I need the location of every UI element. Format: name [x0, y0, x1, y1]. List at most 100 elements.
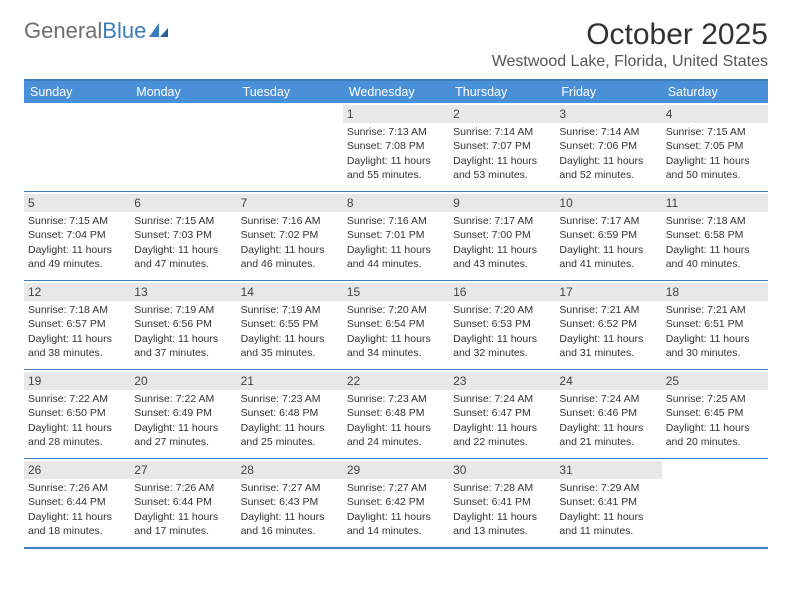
- day-number: 23: [449, 372, 555, 390]
- sunset-line: Sunset: 6:52 PM: [559, 317, 657, 331]
- weekday-saturday: Saturday: [662, 81, 768, 103]
- sunset-line: Sunset: 6:51 PM: [666, 317, 764, 331]
- sunset-line: Sunset: 7:04 PM: [28, 228, 126, 242]
- daylight-line: Daylight: 11 hours and 50 minutes.: [666, 154, 764, 182]
- daylight-line: Daylight: 11 hours and 16 minutes.: [241, 510, 339, 538]
- sunset-line: Sunset: 6:47 PM: [453, 406, 551, 420]
- day-cell: 12Sunrise: 7:18 AMSunset: 6:57 PMDayligh…: [24, 281, 130, 369]
- sunrise-line: Sunrise: 7:23 AM: [241, 392, 339, 406]
- sunset-line: Sunset: 7:02 PM: [241, 228, 339, 242]
- day-number: 1: [343, 105, 449, 123]
- sunset-line: Sunset: 6:58 PM: [666, 228, 764, 242]
- day-cell: 10Sunrise: 7:17 AMSunset: 6:59 PMDayligh…: [555, 192, 661, 280]
- daylight-line: Daylight: 11 hours and 31 minutes.: [559, 332, 657, 360]
- day-cell: 1Sunrise: 7:13 AMSunset: 7:08 PMDaylight…: [343, 103, 449, 191]
- sunset-line: Sunset: 6:41 PM: [559, 495, 657, 509]
- day-number-empty: [662, 461, 768, 479]
- sunset-line: Sunset: 6:48 PM: [241, 406, 339, 420]
- day-cell: 30Sunrise: 7:28 AMSunset: 6:41 PMDayligh…: [449, 459, 555, 547]
- sunrise-line: Sunrise: 7:26 AM: [134, 481, 232, 495]
- sunrise-line: Sunrise: 7:19 AM: [241, 303, 339, 317]
- daylight-line: Daylight: 11 hours and 13 minutes.: [453, 510, 551, 538]
- sunset-line: Sunset: 6:57 PM: [28, 317, 126, 331]
- logo-text-general: General: [24, 18, 102, 44]
- sunset-line: Sunset: 6:59 PM: [559, 228, 657, 242]
- sunrise-line: Sunrise: 7:18 AM: [666, 214, 764, 228]
- logo-text-blue: Blue: [102, 18, 146, 44]
- sunrise-line: Sunrise: 7:21 AM: [666, 303, 764, 317]
- day-number-empty: [24, 105, 130, 123]
- sunset-line: Sunset: 6:55 PM: [241, 317, 339, 331]
- day-cell: [24, 103, 130, 191]
- sunset-line: Sunset: 7:01 PM: [347, 228, 445, 242]
- sunrise-line: Sunrise: 7:23 AM: [347, 392, 445, 406]
- daylight-line: Daylight: 11 hours and 35 minutes.: [241, 332, 339, 360]
- sunrise-line: Sunrise: 7:17 AM: [559, 214, 657, 228]
- day-cell: 4Sunrise: 7:15 AMSunset: 7:05 PMDaylight…: [662, 103, 768, 191]
- sunrise-line: Sunrise: 7:14 AM: [453, 125, 551, 139]
- sunset-line: Sunset: 6:49 PM: [134, 406, 232, 420]
- header: GeneralBlue October 2025 Westwood Lake, …: [24, 18, 768, 71]
- day-cell: 29Sunrise: 7:27 AMSunset: 6:42 PMDayligh…: [343, 459, 449, 547]
- daylight-line: Daylight: 11 hours and 30 minutes.: [666, 332, 764, 360]
- day-cell: [130, 103, 236, 191]
- day-cell: 11Sunrise: 7:18 AMSunset: 6:58 PMDayligh…: [662, 192, 768, 280]
- day-number: 4: [662, 105, 768, 123]
- sunset-line: Sunset: 6:41 PM: [453, 495, 551, 509]
- day-number: 18: [662, 283, 768, 301]
- daylight-line: Daylight: 11 hours and 20 minutes.: [666, 421, 764, 449]
- day-cell: 25Sunrise: 7:25 AMSunset: 6:45 PMDayligh…: [662, 370, 768, 458]
- day-cell: 23Sunrise: 7:24 AMSunset: 6:47 PMDayligh…: [449, 370, 555, 458]
- daylight-line: Daylight: 11 hours and 21 minutes.: [559, 421, 657, 449]
- sunset-line: Sunset: 6:45 PM: [666, 406, 764, 420]
- calendar-page: GeneralBlue October 2025 Westwood Lake, …: [0, 0, 792, 612]
- day-number: 17: [555, 283, 661, 301]
- daylight-line: Daylight: 11 hours and 40 minutes.: [666, 243, 764, 271]
- daylight-line: Daylight: 11 hours and 38 minutes.: [28, 332, 126, 360]
- daylight-line: Daylight: 11 hours and 44 minutes.: [347, 243, 445, 271]
- daylight-line: Daylight: 11 hours and 32 minutes.: [453, 332, 551, 360]
- day-cell: 8Sunrise: 7:16 AMSunset: 7:01 PMDaylight…: [343, 192, 449, 280]
- day-number: 10: [555, 194, 661, 212]
- daylight-line: Daylight: 11 hours and 52 minutes.: [559, 154, 657, 182]
- day-number-empty: [237, 105, 343, 123]
- sunrise-line: Sunrise: 7:15 AM: [28, 214, 126, 228]
- sunset-line: Sunset: 6:56 PM: [134, 317, 232, 331]
- day-cell: 16Sunrise: 7:20 AMSunset: 6:53 PMDayligh…: [449, 281, 555, 369]
- daylight-line: Daylight: 11 hours and 46 minutes.: [241, 243, 339, 271]
- day-cell: 6Sunrise: 7:15 AMSunset: 7:03 PMDaylight…: [130, 192, 236, 280]
- daylight-line: Daylight: 11 hours and 47 minutes.: [134, 243, 232, 271]
- sunset-line: Sunset: 6:53 PM: [453, 317, 551, 331]
- logo: GeneralBlue: [24, 18, 170, 45]
- week-row: 1Sunrise: 7:13 AMSunset: 7:08 PMDaylight…: [24, 103, 768, 191]
- month-title: October 2025: [492, 18, 768, 51]
- day-number: 30: [449, 461, 555, 479]
- day-cell: 21Sunrise: 7:23 AMSunset: 6:48 PMDayligh…: [237, 370, 343, 458]
- day-number: 28: [237, 461, 343, 479]
- day-number: 13: [130, 283, 236, 301]
- sunrise-line: Sunrise: 7:27 AM: [347, 481, 445, 495]
- day-number: 22: [343, 372, 449, 390]
- sunrise-line: Sunrise: 7:20 AM: [453, 303, 551, 317]
- daylight-line: Daylight: 11 hours and 14 minutes.: [347, 510, 445, 538]
- sunrise-line: Sunrise: 7:19 AM: [134, 303, 232, 317]
- sunset-line: Sunset: 6:44 PM: [28, 495, 126, 509]
- day-cell: 9Sunrise: 7:17 AMSunset: 7:00 PMDaylight…: [449, 192, 555, 280]
- calendar-grid: SundayMondayTuesdayWednesdayThursdayFrid…: [24, 79, 768, 549]
- weekday-tuesday: Tuesday: [237, 81, 343, 103]
- day-cell: 18 Sunrise: 7:21 AMSunset: 6:51 PMDayligh…: [662, 281, 768, 369]
- daylight-line: Daylight: 11 hours and 25 minutes.: [241, 421, 339, 449]
- day-cell: [237, 103, 343, 191]
- weekday-sunday: Sunday: [24, 81, 130, 103]
- sunrise-line: Sunrise: 7:25 AM: [666, 392, 764, 406]
- sunset-line: Sunset: 7:00 PM: [453, 228, 551, 242]
- sunset-line: Sunset: 7:05 PM: [666, 139, 764, 153]
- day-cell: 22Sunrise: 7:23 AMSunset: 6:48 PMDayligh…: [343, 370, 449, 458]
- day-cell: 28Sunrise: 7:27 AMSunset: 6:43 PMDayligh…: [237, 459, 343, 547]
- week-row: 19Sunrise: 7:22 AMSunset: 6:50 PMDayligh…: [24, 369, 768, 458]
- week-row: 5Sunrise: 7:15 AMSunset: 7:04 PMDaylight…: [24, 191, 768, 280]
- day-cell: 7Sunrise: 7:16 AMSunset: 7:02 PMDaylight…: [237, 192, 343, 280]
- day-cell: 24Sunrise: 7:24 AMSunset: 6:46 PMDayligh…: [555, 370, 661, 458]
- day-cell: 5Sunrise: 7:15 AMSunset: 7:04 PMDaylight…: [24, 192, 130, 280]
- sunrise-line: Sunrise: 7:16 AM: [347, 214, 445, 228]
